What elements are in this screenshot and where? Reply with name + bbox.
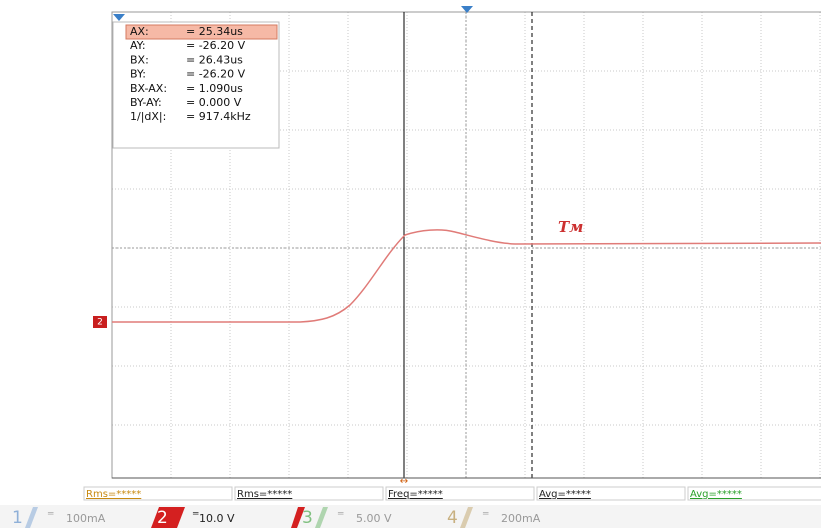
measurement: Freq=***** (388, 489, 443, 500)
cursor-readout: AX: = 25.34us AY: = -26.20 V BX: = 26.43us BY:… (112, 21, 280, 149)
measurement-bar: Rms=***** Rms=***** Freq=***** Avg=***** Avg… (83, 486, 821, 501)
channel-coupling: ═ (337, 510, 344, 520)
readout-box (112, 21, 280, 149)
channel-divider (25, 507, 38, 528)
readout-label: BY: (130, 68, 146, 81)
channel-number-bg (151, 507, 185, 528)
channel-coupling: ═ (482, 510, 489, 520)
readout-label: BX: (130, 53, 149, 66)
channel-selected-bg (291, 507, 305, 528)
readout-value: = -26.20 V (186, 68, 246, 81)
channel-number[interactable]: 2 (157, 508, 168, 528)
channel-coupling: ═ (192, 510, 199, 520)
channel-2-trace (112, 229, 821, 323)
channel-marker-box (93, 316, 107, 328)
readout-value: = 26.43us (186, 53, 243, 66)
trace-label: Tм (558, 218, 583, 236)
trigger-position-marker (461, 6, 473, 13)
measurement-box (536, 486, 686, 501)
readout-highlight (125, 24, 278, 40)
measurement: Rms=***** (237, 489, 292, 500)
readout-label: BY-AY: (130, 96, 162, 109)
measurement: Rms=***** (86, 489, 141, 500)
channel-coupling: ═ (47, 510, 54, 520)
cursor-arrow: ↔ (400, 476, 408, 487)
readout-value: = 1.090us (186, 82, 243, 95)
channel-marker: 2 (97, 318, 103, 328)
channel-scale: 10.0 V (199, 512, 235, 525)
channel-scale: 200mA (501, 512, 541, 525)
readout-value: = -26.20 V (186, 39, 246, 52)
channel-divider (460, 507, 473, 528)
readout-value: = 0.000 V (186, 96, 242, 109)
graticule (112, 12, 821, 478)
measurement-box (234, 486, 384, 501)
readout-label: AX: (130, 25, 149, 38)
channel-divider (315, 507, 328, 528)
measurement-box (687, 486, 821, 501)
readout-label: 1/|dX|: (130, 110, 166, 123)
channel-number[interactable]: 4 (447, 508, 458, 528)
cursor-marker (113, 14, 125, 21)
measurement: Avg=***** (539, 489, 591, 500)
channel-bar-bg (0, 505, 821, 528)
channel-scale: 5.00 V (356, 512, 392, 525)
channel-number[interactable]: 3 (302, 508, 313, 528)
readout-value: = 25.34us (186, 25, 243, 38)
channel-bar: 1 ═ 100mA 2 ═ 10.0 V 3 ═ 5.00 V 4 ═ 200mA (0, 505, 821, 528)
measurement-box (83, 486, 233, 501)
readout-label: AY: (130, 39, 146, 52)
measurement: Avg=***** (690, 489, 742, 500)
readout-value: = 917.4kHz (186, 110, 251, 123)
channel-number[interactable]: 1 (12, 508, 23, 528)
channel-scale: 100mA (66, 512, 106, 525)
measurement-box (385, 486, 535, 501)
readout-label: BX-AX: (130, 82, 167, 95)
